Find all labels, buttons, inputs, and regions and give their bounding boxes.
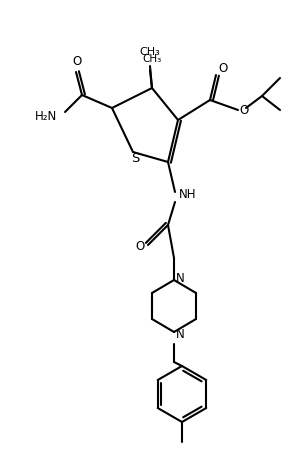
Text: CH₃: CH₃ (142, 54, 162, 64)
Text: O: O (218, 62, 227, 75)
Text: H₂N: H₂N (35, 110, 57, 123)
Text: O: O (239, 104, 248, 117)
Text: N: N (176, 272, 185, 285)
Text: NH: NH (179, 188, 197, 201)
Text: S: S (131, 152, 139, 164)
Text: N: N (176, 328, 185, 340)
Text: O: O (72, 55, 82, 68)
Text: CH₃: CH₃ (140, 47, 160, 57)
Text: O: O (135, 241, 145, 254)
